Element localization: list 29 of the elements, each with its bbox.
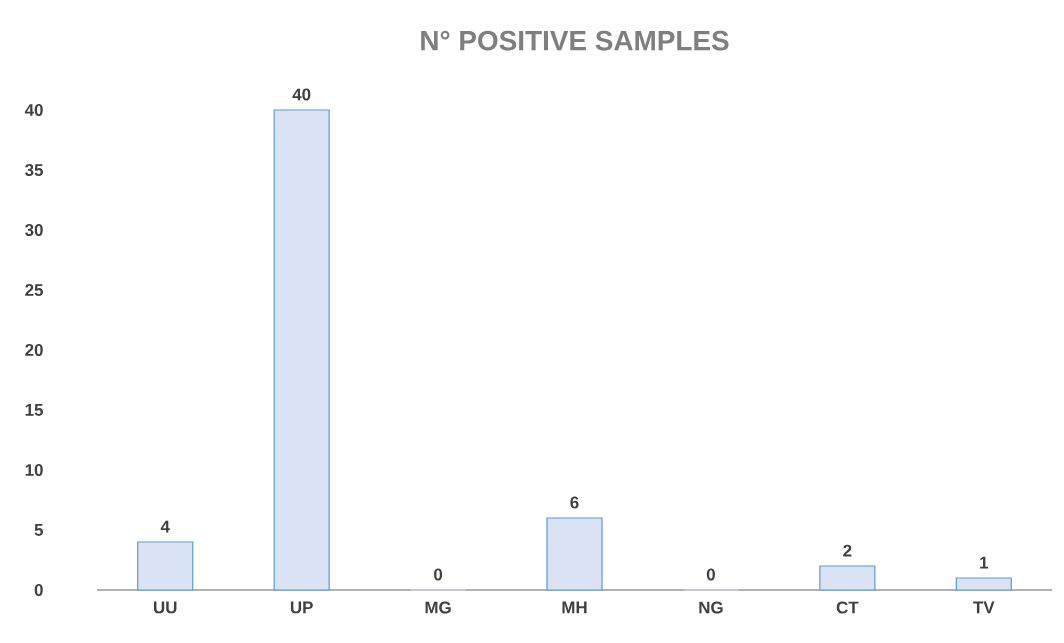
data-label: 1 <box>980 556 989 569</box>
bar <box>819 565 876 591</box>
y-tick-label: 20 <box>25 344 43 356</box>
y-tick-label: 35 <box>25 163 44 176</box>
y-tick-label: 15 <box>25 404 44 416</box>
y-tick-label: 30 <box>25 223 43 236</box>
x-tick-label: UP <box>290 601 313 614</box>
data-label: 40 <box>292 88 311 101</box>
bar <box>546 517 603 591</box>
y-tick-label: 0 <box>34 584 43 596</box>
data-label: 6 <box>570 496 579 509</box>
chart-title: N° POSITIVE SAMPLES <box>421 30 729 51</box>
y-tick-label: 10 <box>25 464 43 476</box>
y-tick-label: 5 <box>34 524 44 536</box>
data-label: 4 <box>160 520 170 533</box>
y-tick-label: 40 <box>24 104 43 116</box>
data-label: 2 <box>843 544 852 557</box>
x-tick-label: UU <box>154 601 177 614</box>
x-tick-label: NG <box>699 601 723 614</box>
x-tick-label: TV <box>973 601 995 614</box>
data-label: 0 <box>706 568 715 581</box>
x-tick-label: MH <box>562 601 587 614</box>
x-tick-label: MG <box>425 601 451 614</box>
y-tick-label: 25 <box>25 284 44 296</box>
x-tick-label: CT <box>836 601 859 614</box>
bar <box>137 541 194 591</box>
data-label: 0 <box>434 568 443 581</box>
bar <box>955 577 1012 591</box>
bar <box>273 109 330 591</box>
